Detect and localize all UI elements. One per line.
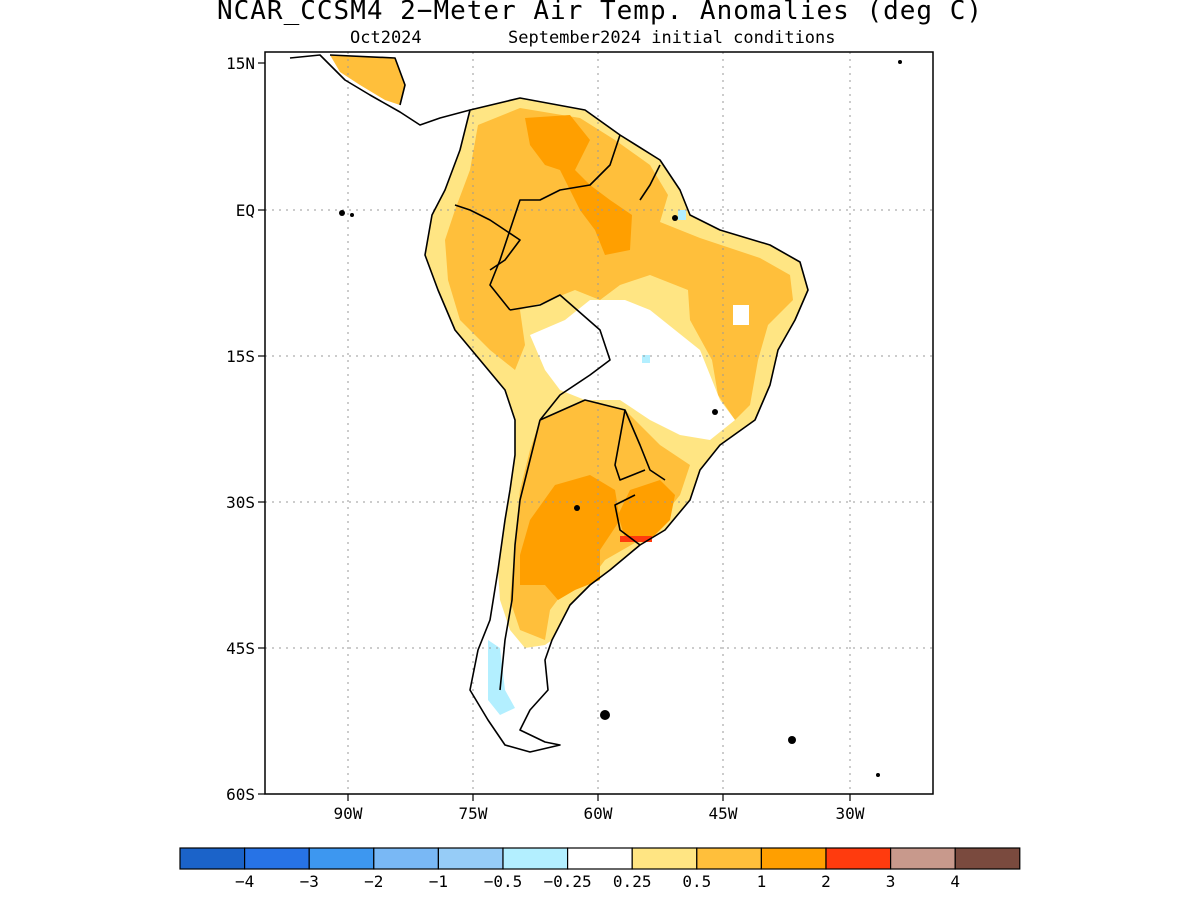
anomaly-region-red [620, 536, 652, 542]
lat-label-eq: EQ [236, 201, 255, 220]
colorbar-swatch [696, 847, 762, 870]
forecast-month: Oct2024 [350, 28, 422, 48]
islands [339, 60, 902, 777]
anomaly-region-orange [445, 108, 793, 420]
colorbar-swatch [889, 847, 956, 870]
colorbar-swatch [437, 847, 504, 870]
colorbar-label: 4 [950, 872, 960, 891]
lat-label-30s: 30S [226, 493, 255, 512]
colorbar-swatch [760, 847, 827, 870]
colorbar-label: 3 [886, 872, 896, 891]
lon-label-90w: 90W [334, 804, 363, 823]
lon-label-30w: 30W [836, 804, 865, 823]
initial-conditions-label: September2024 initial conditions [508, 28, 836, 48]
lon-label-60w: 60W [584, 804, 613, 823]
anomaly-region-neutral [733, 305, 749, 325]
graticule [265, 52, 933, 794]
colorbar-swatch [954, 847, 1021, 870]
colorbar-label: −0.25 [544, 872, 592, 891]
colorbar-label: 2 [821, 872, 831, 891]
colorbar-swatch [825, 847, 892, 870]
colorbar-swatch [631, 847, 698, 870]
colorbar-swatch [244, 847, 310, 870]
lat-label-15n: 15N [226, 54, 255, 73]
colorbar-label: −3 [300, 872, 319, 891]
lat-label-15s: 15S [226, 347, 255, 366]
lon-label-75w: 75W [459, 804, 488, 823]
colorbar-label: 1 [757, 872, 767, 891]
colorbar-swatch [373, 847, 439, 870]
anomaly-region-dark-orange [525, 115, 632, 255]
map-title: NCAR_CCSM4 2−Meter Air Temp. Anomalies (… [216, 0, 984, 26]
lat-label-60s: 60S [226, 785, 255, 804]
coastlines [289, 54, 809, 753]
anomaly-region-cool [642, 355, 650, 363]
anomaly-field [330, 55, 808, 715]
anomaly-region-cool [678, 210, 686, 220]
anomaly-region-dark-orange [618, 480, 675, 540]
map-frame [264, 51, 934, 795]
anomaly-region-neutral [530, 300, 735, 440]
anomaly-region-dark-orange [520, 475, 620, 600]
lon-label-45w: 45W [709, 804, 738, 823]
colorbar-swatch [179, 847, 246, 870]
colorbar-label: −4 [235, 872, 254, 891]
lat-label-45s: 45S [226, 639, 255, 658]
colorbar-label: 0.5 [682, 872, 711, 891]
anomaly-region-orange [330, 55, 405, 105]
longitude-labels: 90W 75W 60W 45W 30W [334, 804, 865, 823]
tick-marks [258, 62, 851, 801]
colorbar-swatch [502, 847, 569, 870]
colorbar-label: −1 [429, 872, 448, 891]
colorbar-swatch [308, 847, 375, 870]
colorbar-labels: −4 −3 −2 −1 −0.5 −0.25 0.25 0.5 1 2 3 4 [235, 872, 960, 891]
colorbar-label: −0.5 [484, 872, 523, 891]
colorbar-label: −2 [364, 872, 383, 891]
colorbar-label: 0.25 [613, 872, 652, 891]
colorbar-swatch [566, 847, 633, 870]
colorbar [179, 847, 1021, 870]
latitude-labels: 15N EQ 15S 30S 45S 60S [226, 54, 255, 804]
